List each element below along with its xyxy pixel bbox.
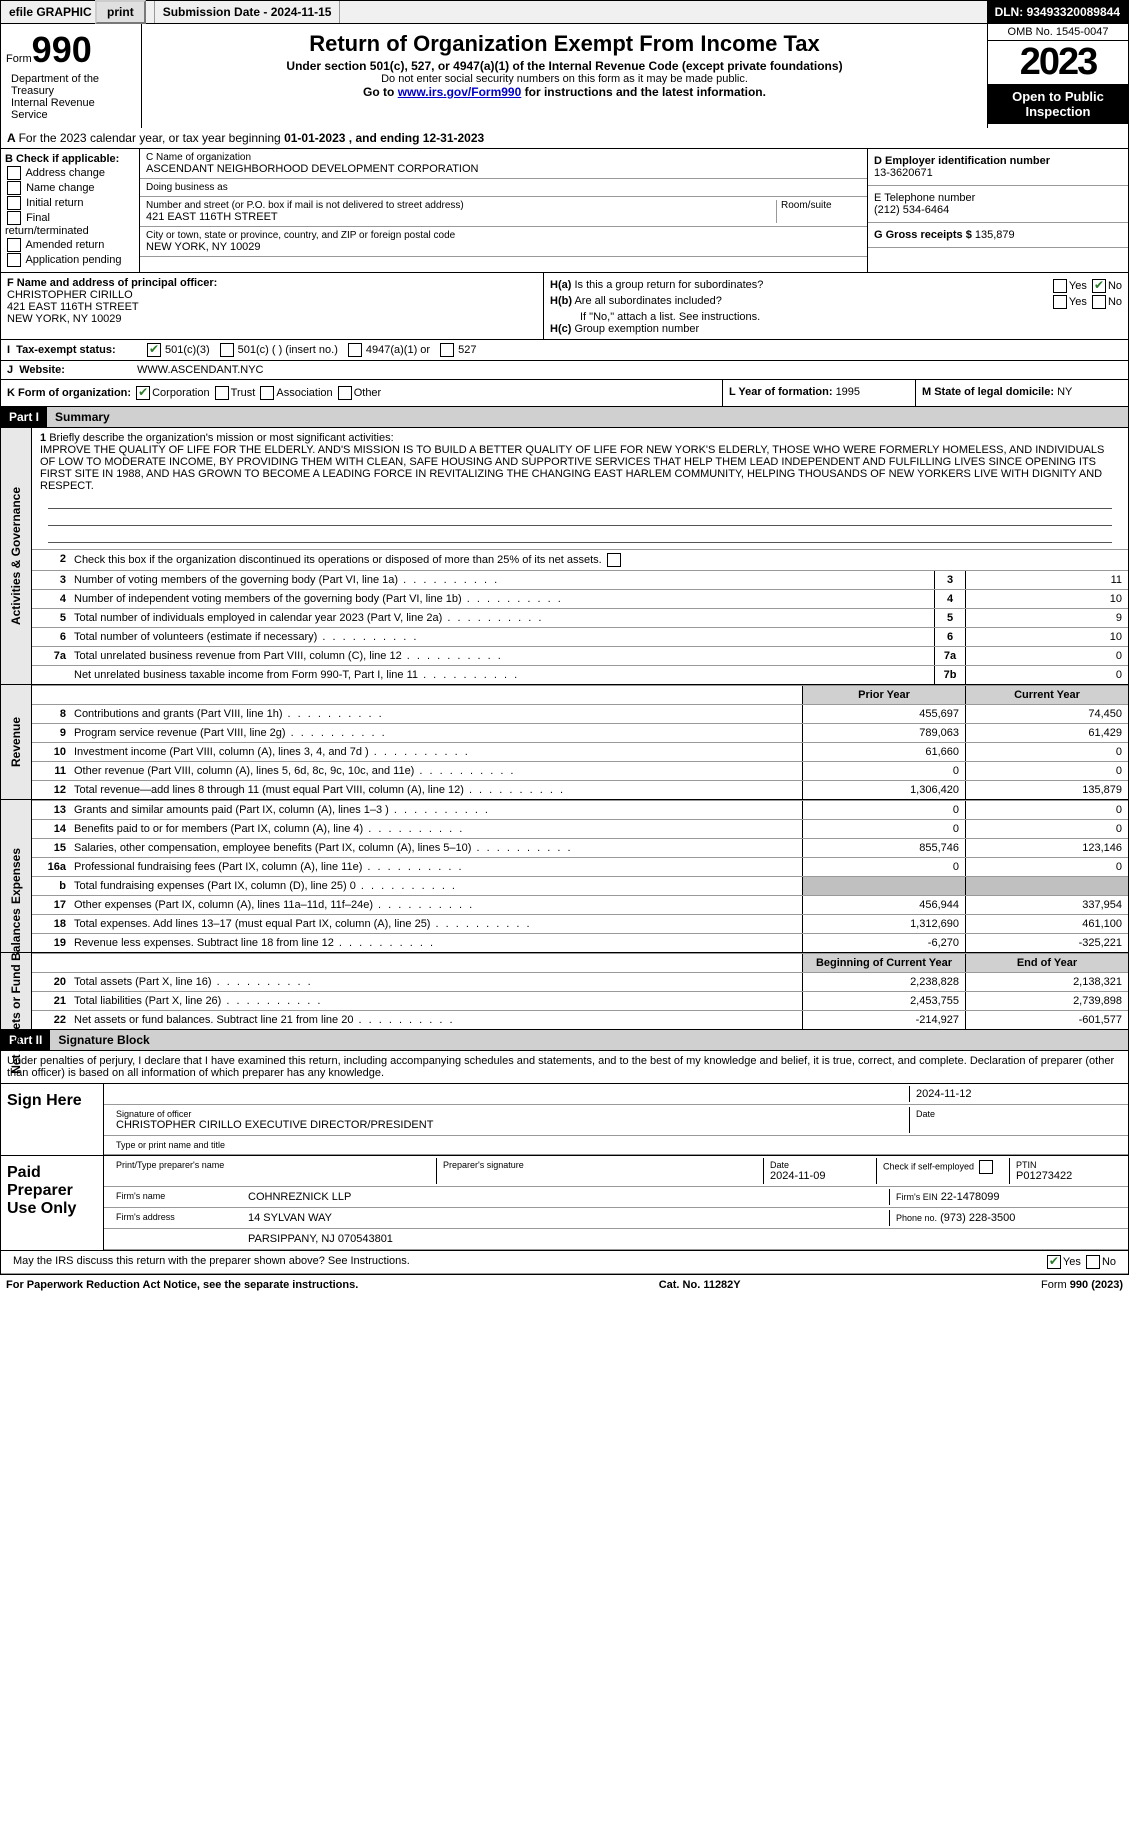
table-row: Net unrelated business taxable income fr… <box>32 665 1128 684</box>
submission-date: Submission Date - 2024-11-15 <box>155 1 341 23</box>
city: NEW YORK, NY 10029 <box>146 241 861 253</box>
table-row: 19Revenue less expenses. Subtract line 1… <box>32 933 1128 952</box>
efile-label: efile GRAPHIC print <box>1 1 155 23</box>
table-row: 9Program service revenue (Part VIII, lin… <box>32 723 1128 742</box>
footer: For Paperwork Reduction Act Notice, see … <box>0 1275 1129 1295</box>
table-row: 15Salaries, other compensation, employee… <box>32 838 1128 857</box>
name-change-checkbox[interactable] <box>7 181 21 195</box>
table-row: 16aProfessional fundraising fees (Part I… <box>32 857 1128 876</box>
table-row: 10Investment income (Part VIII, column (… <box>32 742 1128 761</box>
section-f: F Name and address of principal officer:… <box>1 273 543 339</box>
discuss-no-checkbox[interactable] <box>1086 1255 1100 1269</box>
table-row: 17Other expenses (Part IX, column (A), l… <box>32 895 1128 914</box>
website: WWW.ASCENDANT.NYC <box>137 364 264 376</box>
row-k: K Form of organization: Corporation Trus… <box>0 380 1129 407</box>
table-row: 8Contributions and grants (Part VIII, li… <box>32 704 1128 723</box>
paid-preparer-label: Paid Preparer Use Only <box>1 1156 104 1250</box>
row-i: I Tax-exempt status: 501(c)(3) 501(c) ( … <box>1 339 1128 360</box>
side-governance: Activities & Governance <box>1 428 32 684</box>
year-box: OMB No. 1545-0047 2023 Open to Public In… <box>987 24 1128 128</box>
row-a: A For the 2023 calendar year, or tax yea… <box>1 128 1128 149</box>
initial-return-checkbox[interactable] <box>7 196 21 210</box>
table-row: 21Total liabilities (Part X, line 26)2,4… <box>32 991 1128 1010</box>
discuss-yes-checkbox[interactable] <box>1047 1255 1061 1269</box>
top-bar: efile GRAPHIC print Submission Date - 20… <box>0 0 1129 24</box>
final-return-checkbox[interactable] <box>7 211 21 225</box>
sign-here-label: Sign Here <box>1 1084 104 1155</box>
addr-change-checkbox[interactable] <box>7 166 21 180</box>
dln: DLN: 93493320089844 <box>987 1 1128 23</box>
table-row: 12Total revenue—add lines 8 through 11 (… <box>32 780 1128 799</box>
row-j: J Website: WWW.ASCENDANT.NYC <box>1 360 1128 379</box>
table-row: 4Number of independent voting members of… <box>32 589 1128 608</box>
table-row: 14Benefits paid to or for members (Part … <box>32 819 1128 838</box>
ein: 13-3620671 <box>874 167 1122 179</box>
title-area: Return of Organization Exempt From Incom… <box>142 24 987 128</box>
section-h: H(a) Is this a group return for subordin… <box>543 273 1128 339</box>
table-row: 13Grants and similar amounts paid (Part … <box>32 800 1128 819</box>
phone: (212) 534-6464 <box>874 204 1122 216</box>
table-row: 11Other revenue (Part VIII, column (A), … <box>32 761 1128 780</box>
street: 421 EAST 116TH STREET <box>146 211 776 223</box>
form-id: Form990 Department of the Treasury Inter… <box>1 24 142 128</box>
table-row: 6Total number of volunteers (estimate if… <box>32 627 1128 646</box>
declaration: Under penalties of perjury, I declare th… <box>0 1051 1129 1083</box>
form-title: Return of Organization Exempt From Incom… <box>147 31 982 57</box>
part-i-header: Part I <box>1 407 47 427</box>
amended-checkbox[interactable] <box>7 238 21 252</box>
table-row: 3Number of voting members of the governi… <box>32 570 1128 589</box>
dept-label: Department of the Treasury Internal Reve… <box>6 71 136 123</box>
side-revenue: Revenue <box>1 685 32 799</box>
side-netassets: Net Assets or Fund Balances <box>1 953 32 1029</box>
table-row: 7aTotal unrelated business revenue from … <box>32 646 1128 665</box>
print-button[interactable]: print <box>95 0 146 24</box>
table-row: 5Total number of individuals employed in… <box>32 608 1128 627</box>
app-pending-checkbox[interactable] <box>7 253 21 267</box>
mission-block: 1 Briefly describe the organization's mi… <box>32 428 1128 549</box>
org-name: ASCENDANT NEIGHBORHOOD DEVELOPMENT CORPO… <box>146 163 861 175</box>
table-row: 22Net assets or fund balances. Subtract … <box>32 1010 1128 1029</box>
table-row: 20Total assets (Part X, line 16)2,238,82… <box>32 972 1128 991</box>
section-b: B Check if applicable: Address change Na… <box>1 149 140 272</box>
irs-link[interactable]: www.irs.gov/Form990 <box>398 85 522 99</box>
gross-receipts: 135,879 <box>975 229 1015 241</box>
table-row: 18Total expenses. Add lines 13–17 (must … <box>32 914 1128 933</box>
501c3-checkbox[interactable] <box>147 343 161 357</box>
table-row: bTotal fundraising expenses (Part IX, co… <box>32 876 1128 895</box>
